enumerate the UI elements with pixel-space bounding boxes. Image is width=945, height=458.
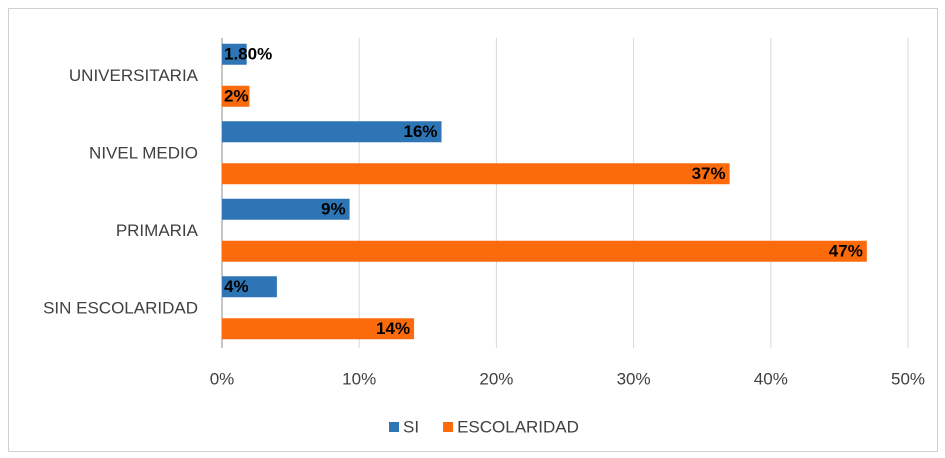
data-label: 14%: [376, 319, 410, 338]
y-tick-label: PRIMARIA: [116, 221, 199, 240]
bar: [222, 198, 350, 220]
bar: [222, 121, 442, 143]
data-label: 4%: [224, 277, 249, 296]
chart-frame: [8, 8, 938, 452]
data-label: 37%: [692, 164, 726, 183]
data-label: 1.80%: [224, 45, 272, 64]
data-label: 2%: [224, 87, 249, 106]
x-tick-label: 0%: [210, 369, 235, 388]
legend-swatch: [443, 422, 454, 432]
bar: [222, 163, 730, 185]
y-tick-label: UNIVERSITARIA: [69, 66, 199, 85]
data-label: 47%: [829, 242, 863, 261]
bar: [222, 240, 867, 262]
legend-swatch: [389, 422, 399, 432]
legend-label: SI: [403, 417, 419, 436]
bar: [222, 318, 415, 340]
data-label: 9%: [321, 200, 346, 219]
x-tick-label: 40%: [754, 369, 788, 388]
x-tick-label: 50%: [891, 369, 925, 388]
y-tick-label: NIVEL MEDIO: [89, 144, 198, 163]
x-tick-label: 30%: [617, 369, 651, 388]
bar: [222, 85, 250, 107]
bar: [222, 276, 277, 298]
x-tick-label: 10%: [342, 369, 376, 388]
x-tick-label: 20%: [479, 369, 513, 388]
bar: [222, 43, 247, 65]
y-tick-label: SIN ESCOLARIDAD: [43, 299, 198, 318]
legend-label: ESCOLARIDAD: [457, 417, 579, 436]
data-label: 16%: [403, 122, 437, 141]
